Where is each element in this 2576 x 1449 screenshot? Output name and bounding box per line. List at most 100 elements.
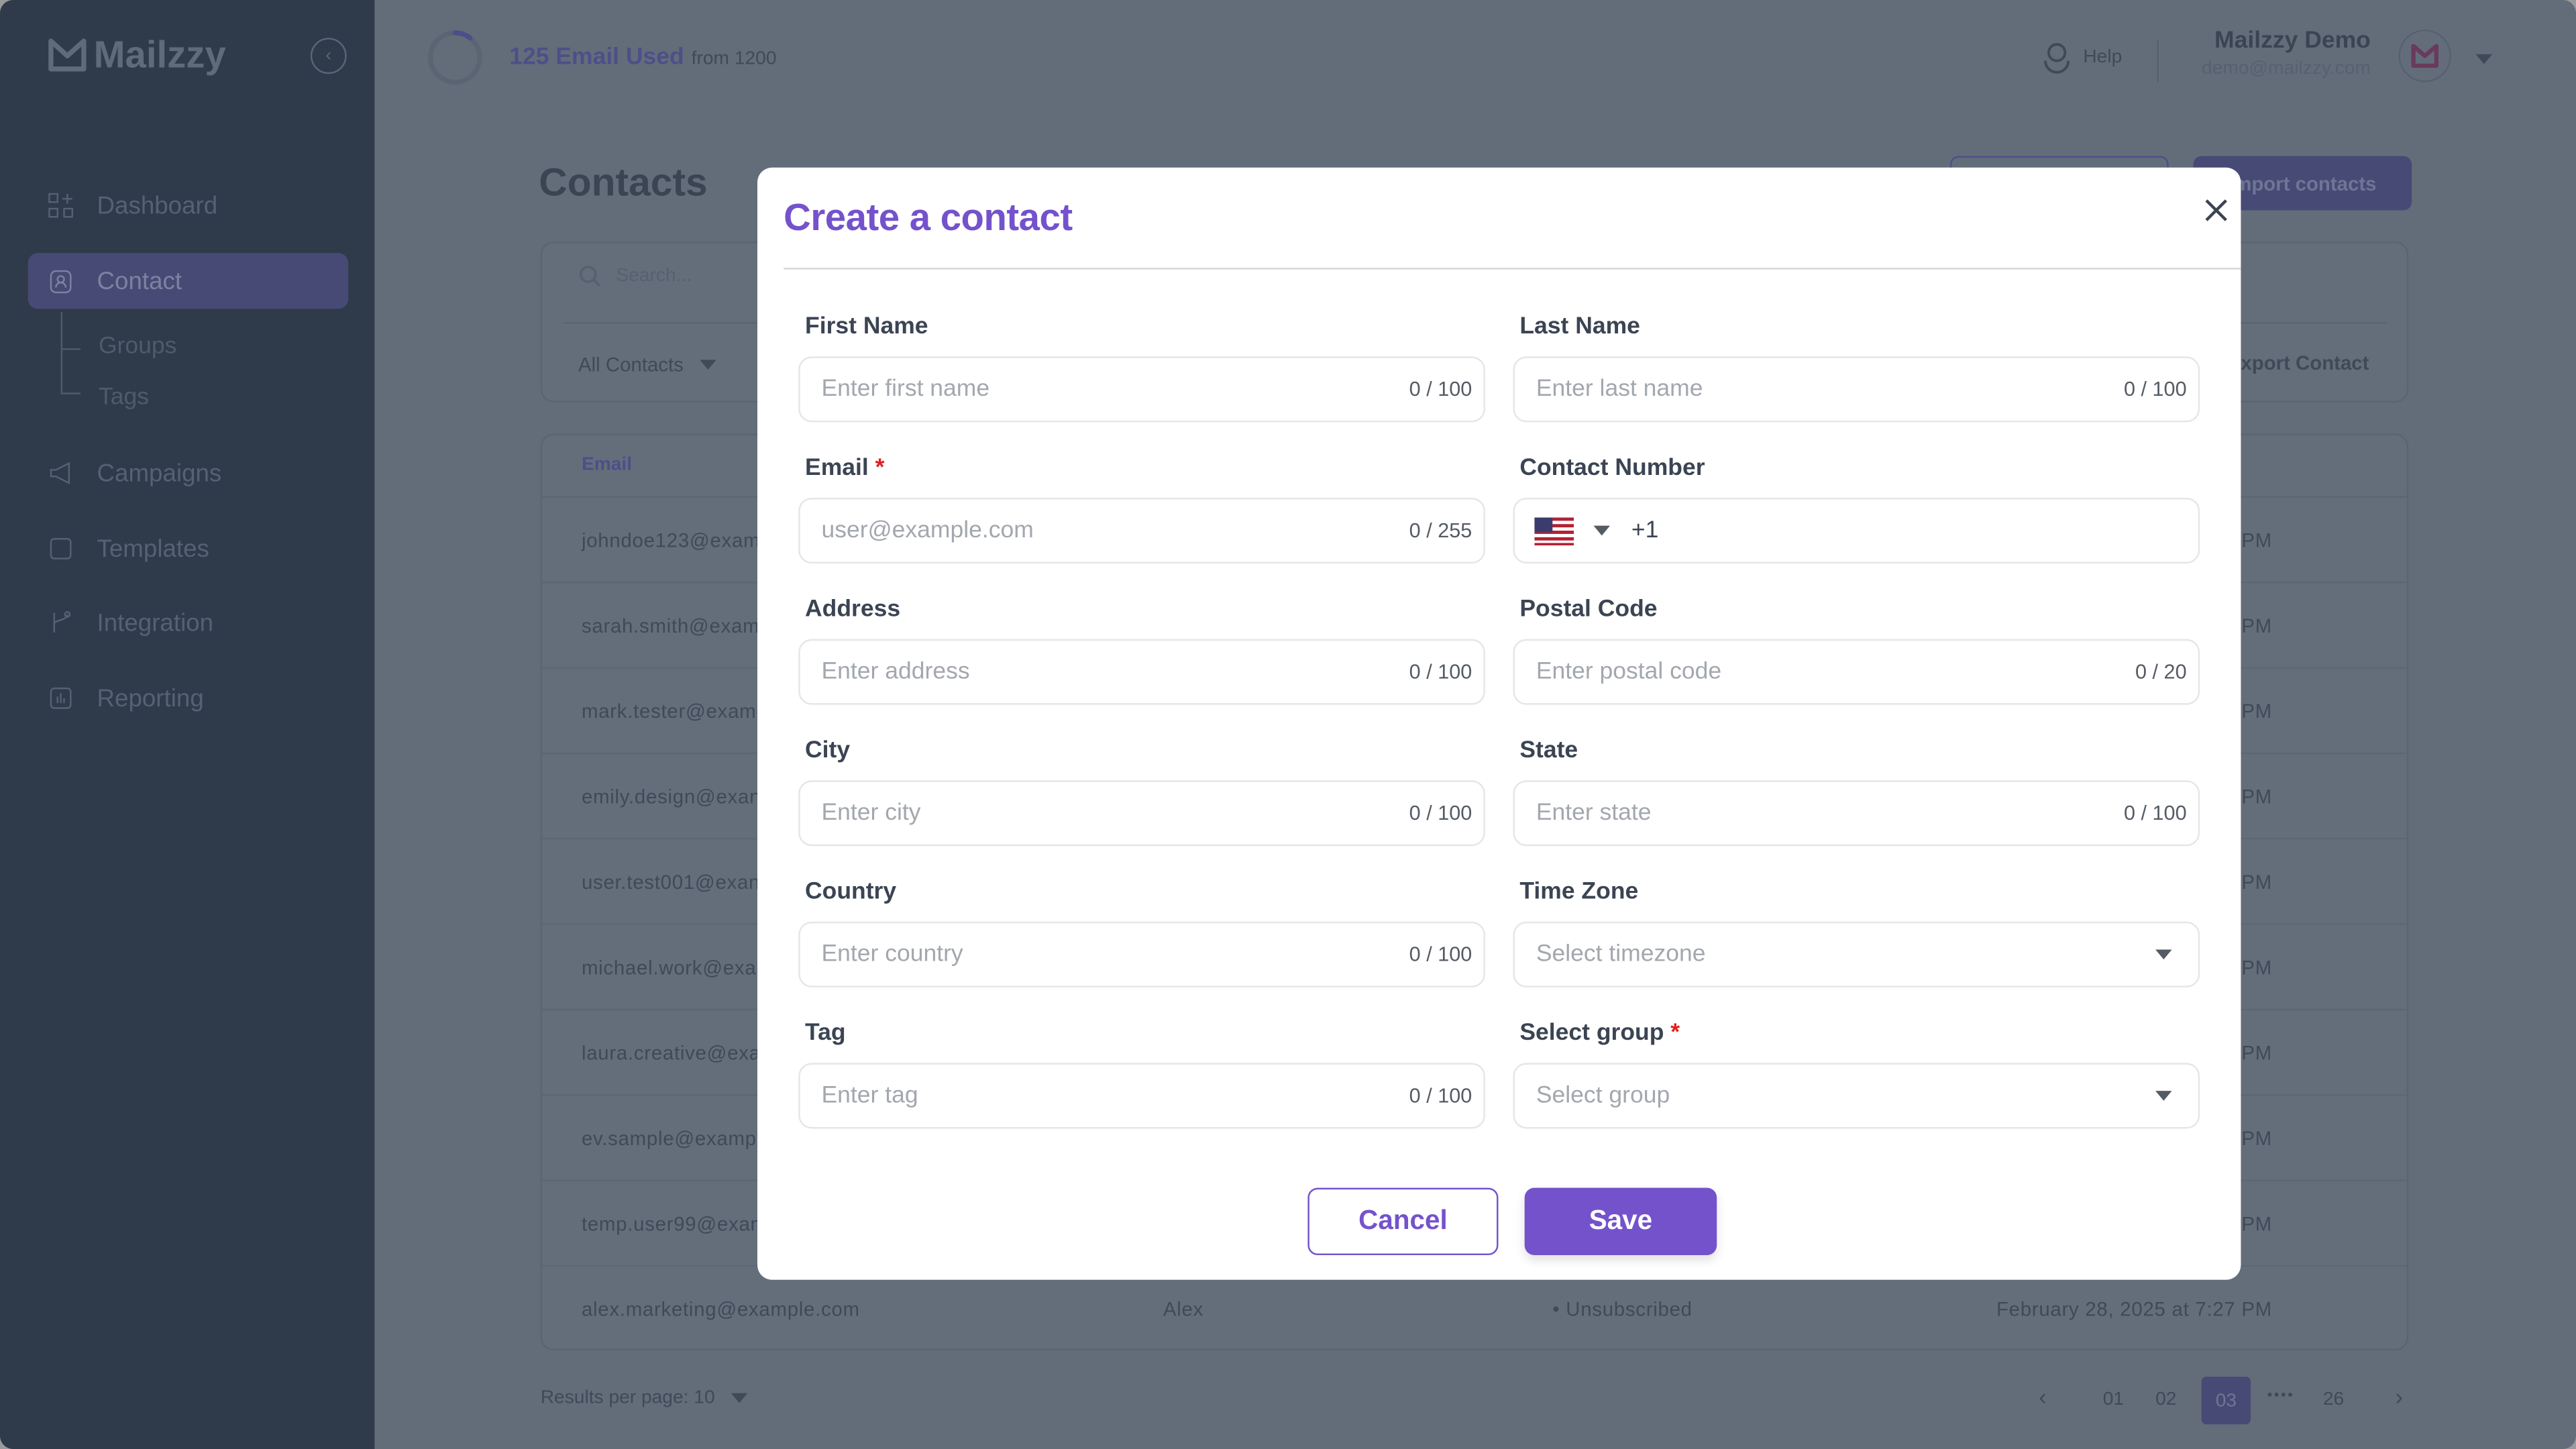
country-field[interactable]: Enter country 0 / 100 [798, 921, 1485, 987]
chevron-down-icon [2155, 1091, 2172, 1101]
sidebar-item-contact[interactable]: Contact [28, 253, 349, 309]
state-field[interactable]: Enter state 0 / 100 [1513, 780, 2200, 847]
postal-code-field[interactable]: Enter postal code 0 / 20 [1513, 639, 2200, 705]
tree-line [60, 312, 81, 394]
cell-email: johndoe123@exam [581, 528, 761, 551]
megaphone-icon [50, 462, 70, 484]
required-asterisk: * [875, 455, 885, 482]
results-per-page-select[interactable]: Results per page: 10 [540, 1388, 748, 1408]
sidebar-item-label: Integration [97, 608, 214, 637]
cell-email: laura.creative@exa [581, 1040, 761, 1064]
all-contacts-filter[interactable]: All Contacts [578, 354, 716, 376]
sidebar-item-campaigns[interactable]: Campaigns [28, 445, 349, 501]
sidebar-item-groups[interactable]: Groups [98, 333, 177, 360]
user-email: demo@mailzzy.com [2202, 59, 2371, 79]
page-button-03-active[interactable]: 03 [2201, 1377, 2251, 1425]
cell-date: PM [2241, 613, 2272, 637]
help-button[interactable]: Help [2041, 40, 2122, 76]
country-input[interactable] [800, 923, 1484, 986]
modal-divider [784, 268, 2241, 270]
branch-icon [53, 611, 71, 633]
email-field[interactable]: user@example.com 0 / 255 [798, 498, 1485, 564]
chevron-down-icon [731, 1393, 748, 1403]
bar-chart-icon [50, 687, 72, 709]
usage-text: 125 Email Used from 1200 [509, 43, 776, 72]
next-page-button[interactable]: › [2395, 1383, 2404, 1410]
sidebar-item-integration[interactable]: Integration [28, 595, 349, 651]
label-text: Time Zone [1519, 879, 1639, 906]
chevron-down-icon [700, 360, 716, 370]
sidebar-item-tags[interactable]: Tags [98, 384, 149, 411]
state-label: State [1519, 738, 1578, 764]
label-text: City [805, 737, 851, 764]
tag-label: Tag [805, 1020, 845, 1046]
city-field[interactable]: Enter city 0 / 100 [798, 780, 1485, 847]
time-zone-select[interactable]: Select timezone [1513, 921, 2200, 987]
sidebar: Mailzzy ‹ Dashboard Contact Campaigns Templ… [0, 0, 375, 1449]
select-group-select[interactable]: Select group [1513, 1063, 2200, 1129]
collapse-sidebar-button[interactable]: ‹ [310, 38, 347, 74]
contact-number-field[interactable]: +1 [1513, 498, 2200, 564]
sidebar-item-dashboard[interactable]: Dashboard [28, 177, 349, 233]
page-button-02[interactable]: 02 [2155, 1389, 2177, 1410]
pagination-ellipsis: •••• [2267, 1386, 2295, 1403]
address-input[interactable] [800, 641, 1484, 704]
results-per-page-label: Results per page: 10 [540, 1388, 715, 1408]
tag-field[interactable]: Enter tag 0 / 100 [798, 1063, 1485, 1129]
user-menu-caret-icon[interactable] [2475, 54, 2493, 64]
tag-input[interactable] [800, 1064, 1484, 1128]
city-label: City [805, 738, 850, 764]
cancel-button[interactable]: Cancel [1307, 1187, 1499, 1256]
close-icon[interactable] [2200, 194, 2233, 227]
address-field[interactable]: Enter address 0 / 100 [798, 639, 1485, 705]
search-input[interactable]: Search... [578, 264, 692, 287]
first-name-field[interactable]: Enter first name 0 / 100 [798, 356, 1485, 423]
us-flag-icon[interactable] [1534, 517, 1574, 545]
export-contact-button[interactable]: Export Contact [2227, 352, 2369, 375]
mailzzy-avatar-icon [2411, 44, 2439, 68]
label-text: Email [805, 455, 869, 482]
select-group-label: Select group * [1519, 1020, 1680, 1046]
cell-email: temp.user99@exan [581, 1212, 762, 1235]
first-name-label: First Name [805, 314, 928, 340]
cell-name: Alex [1163, 1297, 1204, 1320]
logo: Mailzzy [46, 33, 226, 77]
cell-date: PM [2241, 784, 2272, 808]
first-name-input[interactable] [800, 358, 1484, 421]
page-button-01[interactable]: 01 [2102, 1389, 2125, 1410]
cell-date: PM [2241, 1212, 2272, 1235]
page-button-26[interactable]: 26 [2322, 1389, 2345, 1410]
prev-page-button[interactable]: ‹ [2039, 1383, 2047, 1410]
label-text: Select group [1519, 1020, 1664, 1047]
cell-date: February 28, 2025 at 7:27 PM [1996, 1297, 2272, 1320]
column-header-email[interactable]: Email [581, 455, 633, 475]
sidebar-item-reporting[interactable]: Reporting [28, 670, 349, 726]
sidebar-item-label: Templates [97, 535, 209, 563]
country-dropdown-caret-icon[interactable] [1593, 525, 1611, 536]
city-input[interactable] [800, 782, 1484, 845]
email-input[interactable] [800, 499, 1484, 562]
postal-code-input[interactable] [1514, 641, 2198, 704]
last-name-field[interactable]: Enter last name 0 / 100 [1513, 356, 2200, 423]
cell-date: PM [2241, 869, 2272, 894]
email-label: Email * [805, 455, 884, 481]
modal-title: Create a contact [784, 195, 1073, 239]
cell-date: PM [2241, 1040, 2272, 1064]
cell-email: user.test001@exan [581, 869, 761, 894]
sidebar-item-label: Dashboard [97, 191, 218, 219]
contact-number-label: Contact Number [1519, 455, 1705, 481]
sidebar-item-templates[interactable]: Templates [28, 521, 349, 576]
sidebar-item-label: Campaigns [97, 459, 222, 488]
cell-date: PM [2241, 1126, 2272, 1150]
cell-date: PM [2241, 699, 2272, 722]
filter-label: All Contacts [578, 353, 684, 376]
cell-email: emily.design@exan [581, 784, 761, 808]
save-button[interactable]: Save [1524, 1187, 1717, 1256]
select-placeholder: Select timezone [1536, 941, 1706, 968]
phone-input[interactable] [1668, 517, 2187, 544]
last-name-input[interactable] [1514, 358, 2198, 421]
state-input[interactable] [1514, 782, 2198, 845]
grid-plus-icon [48, 193, 73, 218]
avatar[interactable] [2398, 30, 2451, 83]
